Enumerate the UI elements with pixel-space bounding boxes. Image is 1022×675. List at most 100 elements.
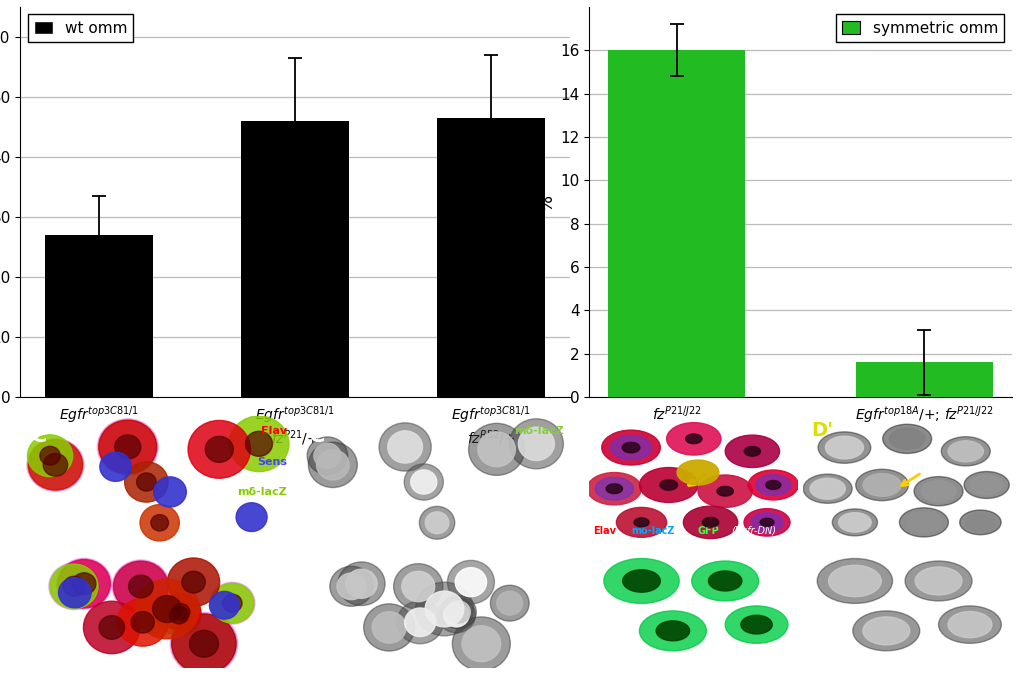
Circle shape bbox=[337, 573, 366, 599]
Circle shape bbox=[182, 571, 205, 593]
Circle shape bbox=[43, 454, 67, 476]
Circle shape bbox=[112, 560, 170, 613]
Circle shape bbox=[863, 617, 910, 645]
Circle shape bbox=[437, 597, 475, 632]
Text: mδ-lacZ: mδ-lacZ bbox=[515, 427, 564, 437]
Circle shape bbox=[157, 595, 200, 634]
Circle shape bbox=[444, 603, 469, 627]
Circle shape bbox=[914, 477, 963, 506]
Circle shape bbox=[905, 561, 972, 601]
Circle shape bbox=[640, 468, 698, 502]
Text: E': E' bbox=[810, 549, 830, 568]
Circle shape bbox=[364, 604, 415, 651]
Circle shape bbox=[29, 439, 83, 490]
Circle shape bbox=[960, 510, 1002, 535]
Circle shape bbox=[397, 601, 444, 644]
Bar bbox=[856, 362, 992, 397]
Circle shape bbox=[97, 418, 158, 475]
Circle shape bbox=[236, 503, 267, 531]
Circle shape bbox=[447, 601, 470, 623]
Circle shape bbox=[656, 621, 690, 641]
Circle shape bbox=[317, 450, 350, 480]
Text: D: D bbox=[598, 421, 613, 440]
Circle shape bbox=[188, 421, 250, 479]
Circle shape bbox=[117, 599, 169, 646]
Legend: symmetric omm: symmetric omm bbox=[836, 14, 1005, 42]
Circle shape bbox=[135, 579, 199, 639]
Circle shape bbox=[497, 591, 522, 615]
Circle shape bbox=[372, 612, 406, 643]
Circle shape bbox=[509, 418, 563, 469]
Y-axis label: %: % bbox=[538, 193, 556, 211]
Circle shape bbox=[229, 416, 289, 472]
Text: E: E bbox=[598, 549, 611, 568]
Circle shape bbox=[28, 435, 73, 477]
Circle shape bbox=[855, 469, 909, 501]
Circle shape bbox=[702, 518, 718, 527]
Circle shape bbox=[58, 560, 110, 608]
Circle shape bbox=[129, 575, 153, 598]
Circle shape bbox=[744, 509, 790, 536]
Circle shape bbox=[448, 560, 495, 604]
Circle shape bbox=[726, 606, 788, 643]
Circle shape bbox=[153, 477, 186, 507]
Circle shape bbox=[478, 432, 515, 466]
Circle shape bbox=[818, 432, 871, 463]
Text: Elav: Elav bbox=[594, 526, 616, 536]
Circle shape bbox=[211, 583, 253, 623]
Circle shape bbox=[698, 475, 752, 508]
Circle shape bbox=[416, 582, 473, 636]
Circle shape bbox=[883, 425, 932, 454]
Circle shape bbox=[114, 435, 141, 459]
Circle shape bbox=[970, 475, 1003, 495]
Circle shape bbox=[40, 446, 60, 465]
Circle shape bbox=[616, 508, 666, 537]
Circle shape bbox=[151, 514, 169, 531]
Circle shape bbox=[829, 565, 881, 597]
Circle shape bbox=[172, 614, 236, 674]
Circle shape bbox=[314, 443, 341, 468]
Circle shape bbox=[393, 564, 443, 610]
Text: mδ-lacZ: mδ-lacZ bbox=[237, 487, 287, 497]
Circle shape bbox=[455, 568, 486, 597]
Text: Elav: Elav bbox=[261, 427, 287, 437]
Circle shape bbox=[170, 612, 238, 675]
Circle shape bbox=[708, 571, 742, 591]
Circle shape bbox=[137, 473, 156, 491]
Bar bbox=[45, 235, 153, 397]
Circle shape bbox=[210, 591, 239, 619]
Circle shape bbox=[964, 472, 1010, 498]
Circle shape bbox=[966, 514, 995, 531]
Circle shape bbox=[491, 585, 529, 621]
Text: mδ-lacZ: mδ-lacZ bbox=[631, 526, 675, 536]
Circle shape bbox=[818, 558, 892, 603]
Circle shape bbox=[744, 446, 760, 456]
Circle shape bbox=[170, 606, 188, 624]
Circle shape bbox=[419, 506, 455, 539]
Circle shape bbox=[755, 475, 791, 495]
Bar bbox=[608, 50, 745, 397]
Circle shape bbox=[948, 612, 992, 638]
Circle shape bbox=[684, 506, 738, 539]
Circle shape bbox=[411, 470, 436, 494]
Circle shape bbox=[223, 594, 242, 612]
Circle shape bbox=[803, 474, 852, 504]
Bar bbox=[241, 121, 349, 397]
Circle shape bbox=[425, 591, 464, 627]
Text: C: C bbox=[32, 427, 48, 446]
Circle shape bbox=[751, 513, 783, 532]
Circle shape bbox=[760, 518, 774, 526]
Circle shape bbox=[172, 603, 190, 620]
Circle shape bbox=[404, 464, 444, 500]
Circle shape bbox=[852, 611, 920, 651]
Circle shape bbox=[168, 558, 220, 606]
Circle shape bbox=[518, 427, 554, 460]
Circle shape bbox=[640, 611, 706, 651]
Circle shape bbox=[49, 563, 99, 610]
Circle shape bbox=[27, 438, 84, 491]
Circle shape bbox=[345, 569, 377, 598]
Circle shape bbox=[899, 508, 948, 537]
Circle shape bbox=[338, 562, 385, 605]
Circle shape bbox=[686, 434, 702, 443]
Circle shape bbox=[717, 487, 734, 496]
